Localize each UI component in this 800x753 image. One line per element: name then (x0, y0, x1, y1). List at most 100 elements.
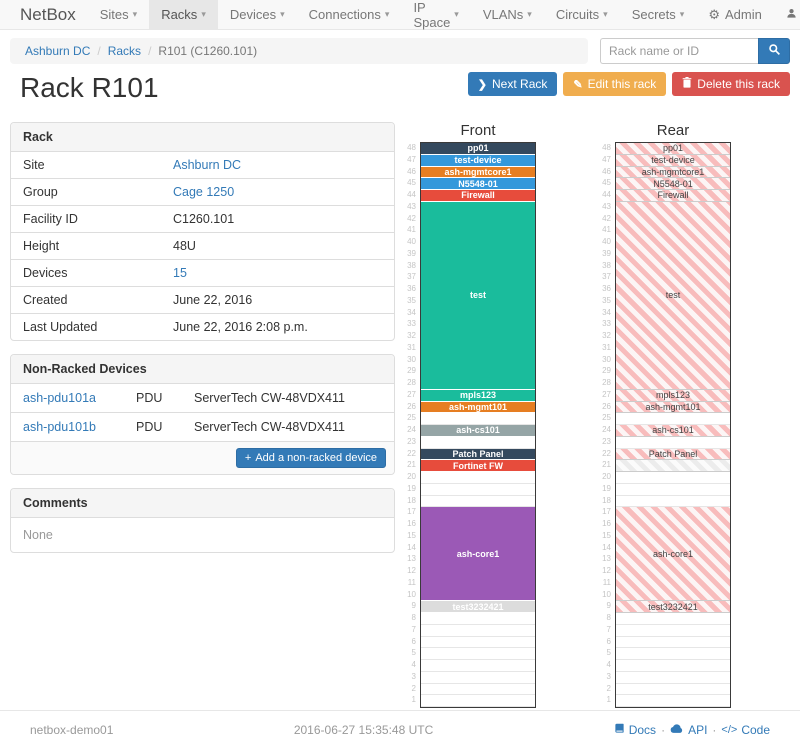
rack-slot-ash-mgmtcore1[interactable]: ash-mgmtcore1 (616, 166, 730, 179)
pencil-icon: ✎ (573, 78, 583, 91)
footer: netbox-demo01 2016-06-27 15:35:48 UTC Do… (0, 710, 800, 753)
page-title: Rack R101 (20, 72, 159, 103)
rack-slot-ash-mgmtcore1[interactable]: ash-mgmtcore1 (421, 166, 535, 179)
attr-value: Ashburn DC (173, 158, 241, 172)
rack-slot-fortinet-fw[interactable] (616, 460, 730, 472)
rack-search (600, 38, 790, 64)
nav-item-circuits[interactable]: Circuits ▾ (544, 0, 620, 29)
delete-rack-button[interactable]: Delete this rack (672, 72, 790, 96)
rack-slot-ash-mgmt101[interactable]: ash-mgmt101 (421, 401, 535, 414)
breadcrumb-separator: / (97, 44, 101, 58)
edit-rack-label: Edit this rack (587, 77, 657, 91)
rack-slot-patch-panel[interactable]: Patch Panel (421, 448, 535, 461)
footer-separator: · (712, 723, 717, 737)
plus-icon: + (244, 452, 252, 464)
nav-item-secrets[interactable]: Secrets ▾ (620, 0, 697, 29)
rack-slot-firewall[interactable]: Firewall (616, 190, 730, 202)
brand-logo[interactable]: NetBox (20, 4, 76, 24)
rack-slot-test3232421[interactable]: test3232421 (421, 601, 535, 613)
rack-slot-patch-panel[interactable]: Patch Panel (616, 448, 730, 461)
rack-slot-test-device[interactable]: test-device (421, 154, 535, 167)
rack-slot-pp01[interactable]: pp01 (616, 143, 730, 155)
code-icon: </> (721, 724, 738, 736)
docs-link[interactable]: Docs (614, 723, 656, 737)
unit-number: 36 (407, 284, 416, 293)
nav-item-racks[interactable]: Racks ▾ (149, 0, 218, 29)
unit-number: 27 (602, 389, 611, 399)
admin-label: Admin (724, 7, 762, 22)
unit-number: 4 (411, 660, 416, 669)
unit-number: 3 (606, 671, 611, 681)
rack-slot-test[interactable]: test (421, 201, 535, 390)
rack-slot-test[interactable]: test (616, 201, 730, 390)
unit-number: 5 (606, 648, 611, 658)
unit-number: 42 (407, 213, 416, 223)
attr-value-link[interactable]: Ashburn DC (173, 158, 242, 172)
attr-value-link[interactable]: 15 (173, 266, 187, 280)
breadcrumb-item[interactable]: Racks (107, 44, 142, 58)
unit-number: 1 (606, 695, 611, 705)
rack-slot-ash-cs101[interactable]: ash-cs101 (421, 425, 535, 437)
rack-slot-test3232421[interactable]: test3232421 (616, 601, 730, 613)
unit-number: 6 (606, 636, 611, 646)
search-button[interactable] (758, 38, 790, 64)
edit-rack-button[interactable]: ✎ Edit this rack (563, 72, 667, 96)
rack-slot-label: mpls123 (459, 390, 497, 401)
nav-item-connections[interactable]: Connections ▾ (297, 0, 402, 29)
rack-slot-test-device[interactable]: test-device (616, 154, 730, 167)
rack-slot-ash-core1[interactable]: ash-core1 (421, 507, 535, 602)
nav-item-devices[interactable]: Devices ▾ (218, 0, 297, 29)
unit-number: 14 (602, 542, 611, 552)
nav-item-sites[interactable]: Sites ▾ (88, 0, 149, 29)
next-rack-button[interactable]: ❯ Next Rack (467, 72, 558, 96)
front-unit-numbers: 48 47 46 45 44 43 42 41 40 39 38 37 36 35 34 33 32 31 30 29… (402, 142, 420, 708)
comments-panel: Comments None (10, 488, 395, 553)
rack-attr-row: Facility ID C1260.101 (11, 205, 394, 232)
admin-link[interactable]: ⚙ Admin (696, 0, 774, 29)
unit-number: 30 (602, 354, 611, 364)
add-non-racked-device-button[interactable]: + Add a non-racked device (235, 448, 386, 468)
rack-slot-ash-mgmt101[interactable]: ash-mgmt101 (616, 401, 730, 414)
non-racked-panel: Non-Racked Devices ash-pdu101a PDU ServerT… (10, 354, 395, 475)
profile-link[interactable]: Profile (774, 0, 800, 29)
api-link[interactable]: API (670, 723, 707, 737)
unit-number: 32 (407, 331, 416, 340)
nav-label: Racks (161, 7, 198, 22)
code-link[interactable]: </> Code (721, 723, 770, 737)
front-elevation: Front 48 47 46 45 44 43 42 41 40 39 38 37 36 35 34 33 32… (402, 122, 536, 708)
rack-attr-row: Site Ashburn DC (11, 152, 394, 178)
unit-number: 8 (606, 613, 611, 622)
attr-value-link[interactable]: Cage 1250 (173, 185, 235, 199)
caret-down-icon: ▾ (384, 9, 390, 19)
unit-number: 9 (606, 601, 611, 611)
nav-item-vlans[interactable]: VLANs ▾ (471, 0, 544, 29)
rack-slot-pp01[interactable]: pp01 (421, 143, 535, 155)
device-name-link[interactable]: ash-pdu101b (23, 420, 96, 434)
rack-slot-label: mpls123 (655, 390, 691, 401)
unit-number: 26 (407, 401, 416, 411)
nav-label: Devices (229, 7, 277, 22)
unit-number: 41 (407, 225, 416, 235)
rack-slot-firewall[interactable]: Firewall (421, 190, 535, 202)
non-racked-footer: + Add a non-racked device (11, 441, 394, 474)
rack-slot-fortinet-fw[interactable]: Fortinet FW (421, 460, 535, 472)
nav-item-ip-space[interactable]: IP Space ▾ (401, 0, 470, 30)
rack-unit-empty (421, 413, 535, 425)
rack-slot-ash-cs101[interactable]: ash-cs101 (616, 425, 730, 437)
search-input[interactable] (600, 38, 758, 64)
rack-slot-mpls123[interactable]: mpls123 (421, 389, 535, 402)
rack-slot-mpls123[interactable]: mpls123 (616, 389, 730, 402)
unit-number: 23 (602, 436, 611, 446)
unit-number: 37 (602, 272, 611, 282)
rack-unit-empty (421, 671, 535, 684)
unit-number: 25 (407, 413, 416, 423)
nav-label: Connections (308, 7, 381, 22)
unit-number: 35 (407, 295, 416, 305)
rack-slot-n5548-01[interactable]: N5548-01 (616, 178, 730, 190)
device-name-link[interactable]: ash-pdu101a (23, 391, 96, 405)
comments-body: None (23, 528, 53, 542)
rack-slot-n5548-01[interactable]: N5548-01 (421, 178, 535, 190)
breadcrumb-item[interactable]: Ashburn DC (25, 44, 91, 58)
rack-slot-ash-core1[interactable]: ash-core1 (616, 507, 730, 602)
rack-unit-empty (421, 436, 535, 449)
